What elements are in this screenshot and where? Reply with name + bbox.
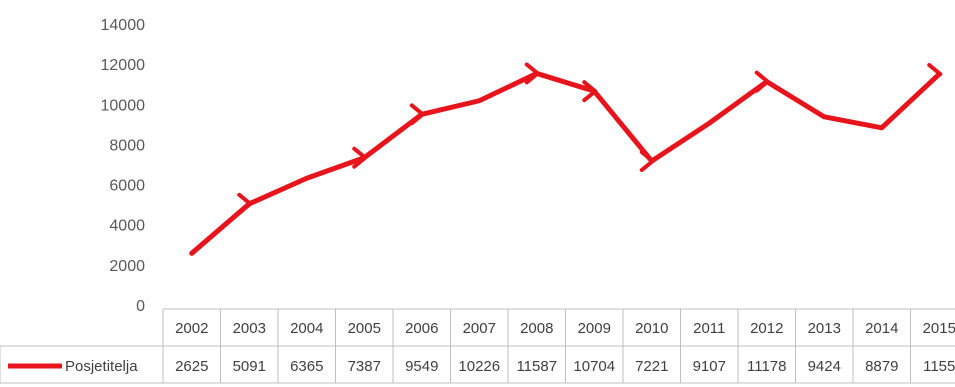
x-tick-label: 2005 <box>348 320 381 337</box>
x-tick-label: 2006 <box>405 320 438 337</box>
y-tick-label: 10000 <box>101 97 146 114</box>
x-tick-label: 2008 <box>520 320 553 337</box>
series-line-posjetitelja <box>192 73 940 253</box>
data-point-marker <box>412 105 423 123</box>
x-tick-label: 2011 <box>693 320 725 337</box>
data-label: 1155 <box>923 358 955 375</box>
arrow-marker <box>929 65 940 83</box>
data-table: 2002 2003 2004 2005 2006 2007 2008 2009 2010 2011… <box>0 309 955 383</box>
arrow-marker <box>239 195 250 213</box>
data-label: 8879 <box>865 358 898 375</box>
arrow-marker <box>757 73 768 91</box>
x-tick-label: 2015 <box>923 320 955 337</box>
plot-area <box>192 64 941 253</box>
y-tick-label: 4000 <box>109 218 145 235</box>
x-tick-label: 2002 <box>175 320 208 337</box>
data-point-marker <box>239 195 250 213</box>
data-label: 10704 <box>573 358 615 375</box>
data-label: 2625 <box>175 358 208 375</box>
arrow-marker <box>412 105 423 123</box>
data-label: 10226 <box>458 358 500 375</box>
data-label: 9107 <box>693 358 726 375</box>
y-tick-label: 12000 <box>101 57 146 74</box>
y-tick-label: 0 <box>136 298 145 315</box>
data-label: 9424 <box>808 358 841 375</box>
arrow-marker <box>642 152 653 170</box>
y-tick-label: 8000 <box>109 137 145 154</box>
data-label: 7221 <box>635 358 668 375</box>
data-label: 11178 <box>747 358 787 375</box>
y-tick-label: 2000 <box>109 258 145 275</box>
y-tick-label: 6000 <box>109 178 145 195</box>
y-tick-label: 14000 <box>101 17 146 34</box>
x-tick-label: 2004 <box>290 320 323 337</box>
data-label: 6365 <box>290 358 323 375</box>
x-tick-label: 2014 <box>865 320 898 337</box>
data-point-marker <box>929 65 940 83</box>
x-tick-label: 2009 <box>578 320 611 337</box>
x-tick-label: 2010 <box>635 320 668 337</box>
x-tick-label: 2007 <box>463 320 496 337</box>
y-axis: 0 2000 4000 6000 8000 10000 12000 14000 <box>101 17 146 315</box>
x-tick-label: 2003 <box>233 320 266 337</box>
data-label: 7387 <box>348 358 381 375</box>
data-label: 5091 <box>233 358 266 375</box>
data-label: 9549 <box>405 358 438 375</box>
data-point-marker <box>642 152 653 170</box>
data-point-marker <box>757 73 768 91</box>
series-name-label: Posjetitelja <box>65 358 138 375</box>
x-tick-label: 2013 <box>808 320 841 337</box>
data-label: 11587 <box>516 358 557 375</box>
x-tick-label: 2012 <box>750 320 783 337</box>
